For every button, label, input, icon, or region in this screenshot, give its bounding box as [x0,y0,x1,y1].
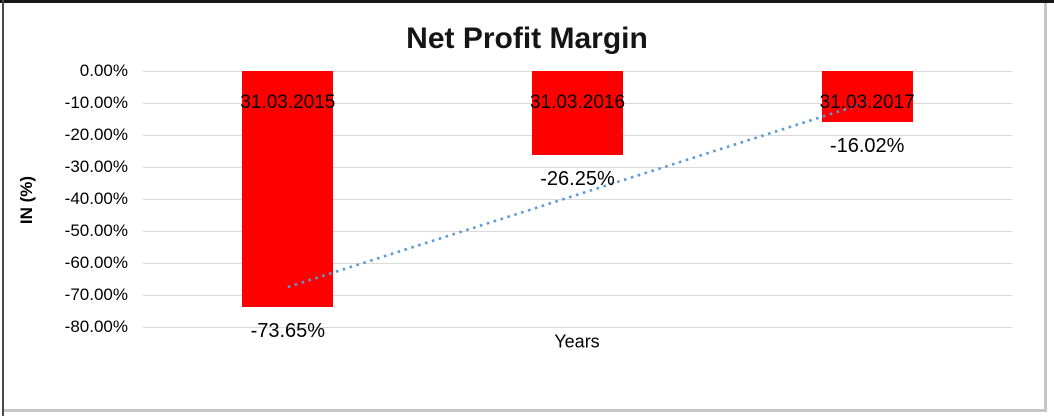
y-axis-tick-label: -60.00% [64,253,128,272]
gridline [143,295,1012,296]
chart-title: Net Profit Margin [406,22,648,55]
y-axis-tick-label: -30.00% [64,157,128,176]
category-label: 31.03.2015 [240,92,336,113]
gridline [143,327,1012,328]
y-axis-tick-label: -50.00% [64,221,128,240]
category-label: 31.03.2017 [819,92,915,113]
y-axis-title: IN (%) [17,175,36,225]
y-axis-tick-label: -80.00% [64,317,128,336]
window-border-right [1044,3,1047,412]
y-axis-tick-label: -10.00% [64,93,128,112]
x-axis-title: Years [554,331,600,352]
category-label: 31.03.2016 [529,92,626,113]
window-border-bottom [4,409,1047,412]
value-label: -26.25% [540,168,615,190]
value-label: -73.65% [250,319,326,342]
y-axis-tick-label: -20.00% [64,125,128,144]
window-border-left [2,0,4,416]
y-axis-tick-label: -70.00% [64,285,128,304]
window-border-top [0,0,1054,3]
y-axis-tick-label: 0.00% [79,61,128,80]
y-axis-tick-label: -40.00% [64,189,128,208]
value-label: -16.02% [829,135,905,158]
